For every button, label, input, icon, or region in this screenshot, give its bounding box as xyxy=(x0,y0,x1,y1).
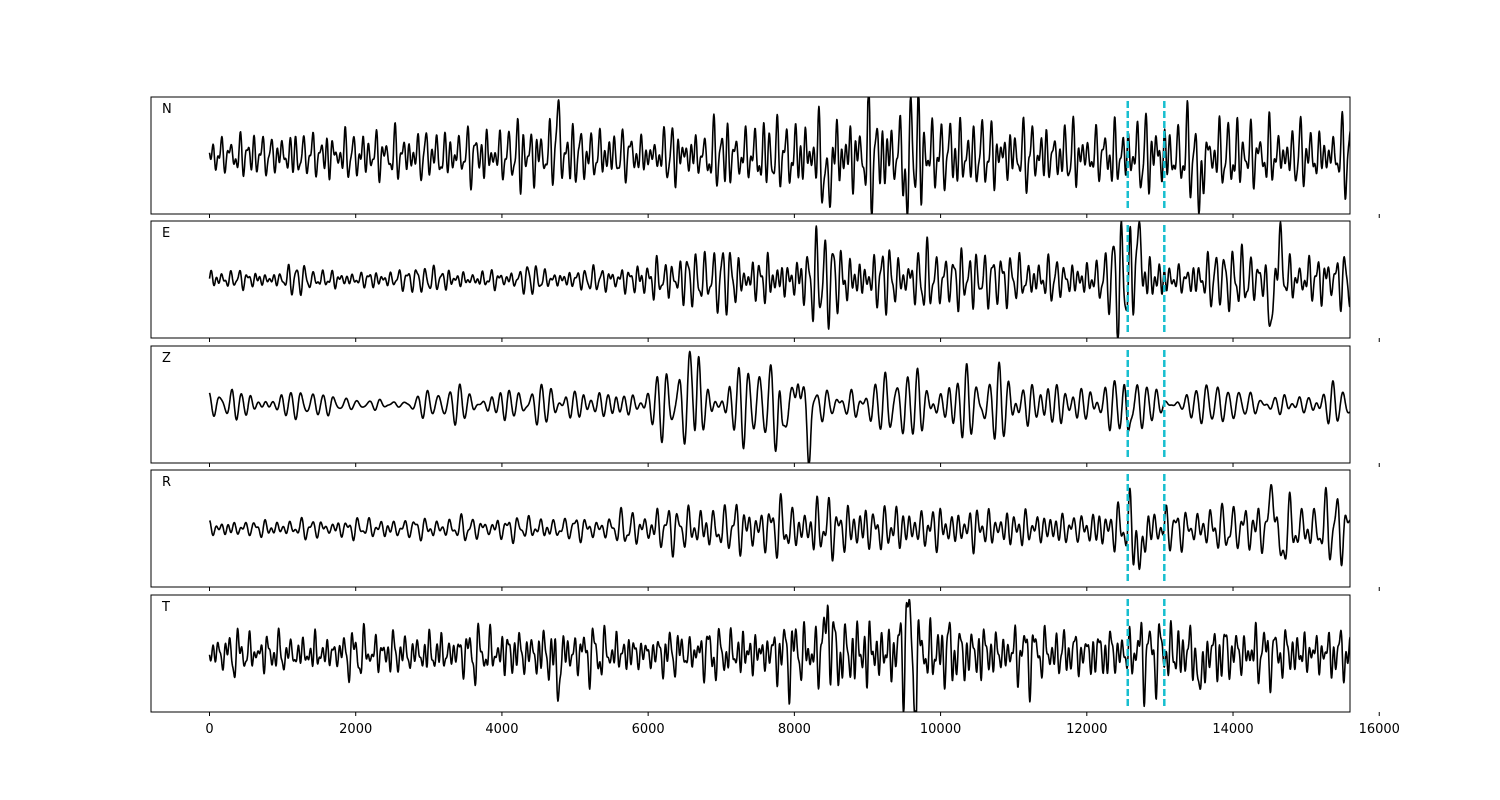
panel-r: R xyxy=(150,469,1380,591)
x-tick-label: 10000 xyxy=(920,722,961,737)
x-axis: 0 2000 4000 6000 8000 10000 12000 14000 16000 xyxy=(205,722,1400,737)
x-tick-label: 14000 xyxy=(1212,722,1253,737)
x-tick-label: 2000 xyxy=(339,722,372,737)
x-tick-label: 16000 xyxy=(1359,722,1400,737)
trace-n xyxy=(208,97,1350,214)
panel-n: N xyxy=(150,96,1380,218)
panel-e: E xyxy=(150,220,1380,342)
x-tick-label: 8000 xyxy=(778,722,811,737)
panel-label: E xyxy=(162,226,170,241)
panels: N E Z R T xyxy=(150,96,1380,716)
x-tick-label: 0 xyxy=(205,722,213,737)
panel-label: N xyxy=(162,102,172,117)
panel-label: Z xyxy=(162,351,171,366)
panel-z: Z xyxy=(150,345,1380,467)
x-tick-label: 6000 xyxy=(632,722,665,737)
x-tick-label: 12000 xyxy=(1066,722,1107,737)
trace-e xyxy=(208,221,1350,338)
panel-label: R xyxy=(162,475,171,490)
x-tick-label: 4000 xyxy=(485,722,518,737)
trace-r xyxy=(208,483,1350,571)
panel-label: T xyxy=(161,600,170,615)
panel-t: T xyxy=(150,594,1380,716)
trace-t xyxy=(208,598,1350,712)
trace-z xyxy=(208,350,1350,463)
